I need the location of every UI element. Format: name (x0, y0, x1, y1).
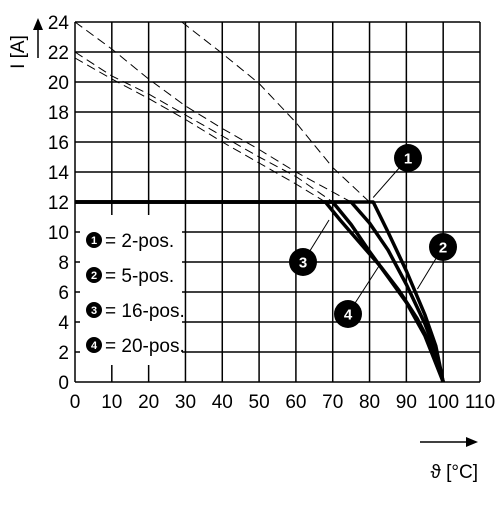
series-line-derating-limit-2 (74, 21, 352, 203)
x-tick-label: 90 (396, 392, 417, 413)
callout-number: 4 (344, 307, 353, 324)
series-line-derating-limit-4 (74, 57, 326, 203)
legend-label: = 2-pos. (105, 231, 174, 252)
x-tick-label: 20 (138, 392, 159, 413)
callout-badge-3 (289, 248, 317, 276)
x-axis-arrow-head (466, 437, 478, 447)
series-line-derating-limit-1 (181, 21, 370, 203)
legend-marker-3 (86, 302, 102, 318)
x-tick-label: 30 (175, 392, 196, 413)
series-line-1 (75, 200, 445, 383)
y-tick-label: 0 (58, 373, 69, 394)
callout-badge-4 (334, 300, 362, 328)
x-tick-label: 40 (212, 392, 233, 413)
y-tick-label: 6 (58, 283, 69, 304)
legend-marker-number: 4 (91, 340, 98, 352)
y-tick-label: 18 (48, 103, 69, 124)
y-tick-label: 14 (48, 163, 70, 184)
x-tick-label: 80 (359, 392, 380, 413)
y-axis-label: I [A] (8, 35, 29, 69)
series-line-4 (75, 200, 445, 383)
y-tick-label: 4 (58, 313, 69, 334)
x-tick-label: 10 (101, 392, 122, 413)
grid (74, 21, 481, 383)
legend-label: = 16-pos. (105, 301, 185, 322)
x-tick-label: 60 (285, 392, 306, 413)
callout-number: 2 (439, 240, 447, 257)
x-tick-label: 100 (427, 392, 459, 413)
legend-label: = 5-pos. (105, 266, 174, 287)
x-axis-label: ϑ [°C] (430, 462, 478, 483)
y-tick-label: 8 (58, 253, 69, 274)
series-lines (74, 21, 445, 383)
series-line-2 (75, 200, 445, 383)
legend-marker-number: 1 (91, 235, 97, 247)
legend-marker-number: 2 (91, 270, 97, 282)
legend: 1 = 2-pos. 2 = 5-pos. 3 = 16-pos. 4 = 20-pos. (80, 215, 185, 365)
x-tick-label: 70 (322, 392, 343, 413)
callout-badge-2 (429, 233, 457, 261)
y-tick-label: 24 (48, 13, 70, 34)
y-tick-label: 10 (48, 223, 69, 244)
legend-marker-number: 3 (91, 305, 97, 317)
callout-number: 1 (404, 151, 412, 168)
legend-marker-4 (86, 337, 102, 353)
y-tick-label: 16 (48, 133, 69, 154)
callout-number: 3 (299, 255, 307, 272)
y-tick-label: 20 (48, 73, 69, 94)
legend-label: = 20-pos. (105, 336, 185, 357)
y-axis-arrow-head (33, 18, 43, 30)
callouts: 1 2 3 4 (289, 144, 457, 328)
legend-marker-2 (86, 267, 102, 283)
x-tick-label: 110 (465, 392, 495, 413)
axes: 0 10 20 30 40 50 60 70 80 90 100 110024681012141618… (33, 13, 495, 447)
y-tick-label: 22 (48, 43, 69, 64)
series-line-derating-limit-3 (74, 51, 333, 203)
callout-badge-1 (394, 144, 422, 172)
y-tick-label: 2 (58, 343, 69, 364)
x-tick-label: 0 (70, 392, 81, 413)
y-tick-label: 12 (48, 193, 69, 214)
x-tick-label: 50 (249, 392, 270, 413)
legend-marker-1 (86, 232, 102, 248)
